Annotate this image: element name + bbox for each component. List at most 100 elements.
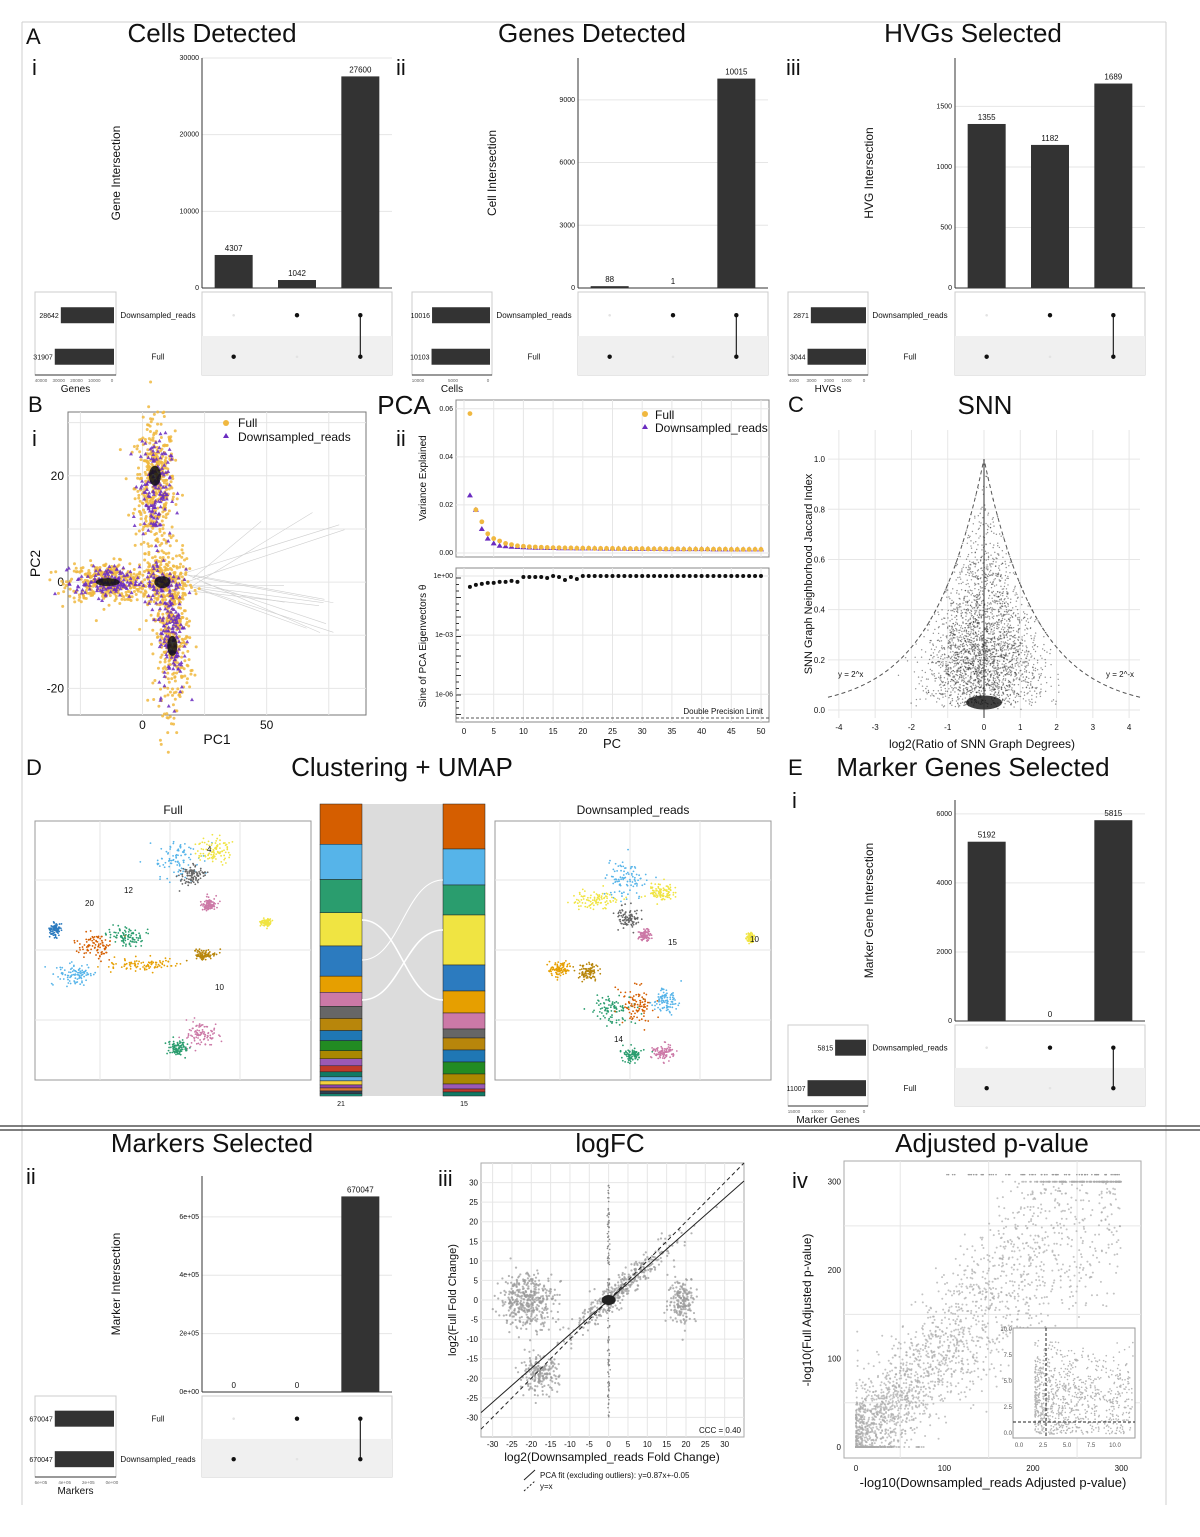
snn-point	[977, 583, 979, 585]
pca-point-full	[193, 673, 197, 677]
snn-point	[953, 684, 955, 686]
snn-point	[1010, 631, 1012, 633]
snn-point	[992, 573, 995, 575]
snn-point	[980, 638, 983, 640]
snn-point	[985, 552, 988, 554]
pca-point-full	[120, 594, 124, 598]
snn-point	[985, 610, 987, 613]
snn-point	[973, 667, 976, 669]
snn-point	[940, 693, 942, 695]
snn-point	[998, 681, 1000, 683]
snn-point	[975, 644, 977, 647]
snn-point	[972, 615, 975, 618]
pca-point-downsampled	[163, 470, 168, 474]
snn-point	[996, 659, 999, 662]
snn-point	[999, 647, 1002, 649]
snn-point	[1024, 660, 1026, 663]
snn-point	[1016, 677, 1018, 679]
snn-point	[984, 693, 986, 695]
variance-point-full	[711, 546, 716, 552]
snn-point	[974, 587, 976, 590]
pca-point-full	[150, 462, 154, 466]
sine-point	[574, 576, 579, 581]
snn-point	[1005, 553, 1007, 555]
pca-point-full	[77, 598, 81, 602]
snn-point	[961, 676, 963, 678]
snn-point	[970, 687, 973, 689]
snn-point	[964, 697, 967, 699]
snn-point	[1014, 634, 1016, 636]
snn-point	[995, 627, 998, 630]
snn-point	[1033, 657, 1036, 660]
snn-point	[962, 660, 964, 662]
pc-xtick: 50	[757, 727, 766, 736]
snn-point	[995, 679, 997, 682]
upset-e-i-setsize-tick: 5000	[836, 1109, 847, 1114]
snn-point	[986, 611, 989, 613]
snn-point	[987, 525, 990, 528]
snn-point	[1006, 595, 1008, 598]
pca-point-downsampled	[128, 576, 133, 580]
snn-point	[992, 660, 995, 662]
pca-point-downsampled	[156, 499, 161, 503]
snn-point	[961, 633, 963, 635]
snn-point	[981, 549, 983, 551]
pca-point-full	[72, 596, 76, 600]
snn-point	[1007, 584, 1009, 586]
snn-point	[965, 558, 968, 560]
snn-point	[965, 667, 967, 669]
pca-point-downsampled	[131, 514, 136, 518]
snn-point	[1034, 650, 1037, 653]
snn-point	[1027, 621, 1030, 624]
upset-e-i-setsize-label: 5815	[818, 1046, 834, 1053]
snn-point	[1052, 699, 1055, 701]
snn-point	[951, 609, 954, 612]
snn-point	[987, 637, 990, 640]
snn-point	[978, 680, 980, 682]
pca-point-full	[179, 606, 183, 610]
snn-point	[976, 681, 979, 683]
snn-point	[968, 639, 971, 641]
pca-point-downsampled	[115, 585, 120, 589]
snn-point	[1040, 625, 1043, 628]
snn-point	[950, 631, 952, 634]
snn-point	[1019, 648, 1021, 650]
snn-point	[1014, 573, 1016, 576]
snn-point	[972, 561, 975, 563]
snn-point	[975, 691, 977, 694]
snn-point	[940, 676, 942, 679]
upset-e-ii-setsize-tick: 4e+05	[58, 1480, 71, 1485]
variance-point-full	[758, 546, 764, 552]
snn-point	[931, 673, 933, 675]
snn-point	[957, 693, 960, 695]
snn-point	[995, 648, 998, 651]
snn-point	[1036, 659, 1039, 662]
snn-point	[1010, 672, 1012, 674]
snn-point	[992, 546, 994, 549]
pca-point-downsampled	[108, 589, 113, 594]
pca-point-full	[189, 585, 193, 589]
pca-point-full	[169, 722, 173, 726]
snn-point	[1000, 654, 1003, 657]
snn-point	[986, 577, 988, 580]
snn-point	[971, 607, 974, 609]
pca-point-downsampled	[73, 590, 78, 594]
pca-point-full	[137, 496, 141, 500]
pca-point-downsampled	[160, 466, 165, 470]
snn-point	[981, 489, 984, 491]
snn-point	[969, 653, 972, 655]
upset-a-i-setsize-tick: 30000	[52, 378, 65, 383]
snn-ytick: 0.8	[814, 505, 826, 514]
upset-a-iii-setsize-tick: 3000	[806, 378, 817, 383]
snn-point	[978, 649, 980, 652]
snn-point	[993, 627, 995, 629]
snn-point	[1006, 644, 1009, 647]
variance-point-full	[687, 546, 693, 552]
snn-point	[948, 641, 951, 643]
upset-a-iii-ytick: 0	[948, 285, 952, 292]
snn-point	[1009, 681, 1012, 684]
pca-point-full	[186, 649, 190, 653]
snn-point	[993, 525, 995, 527]
sine-ytick: 1e-03	[435, 632, 453, 639]
snn-point	[993, 681, 996, 684]
